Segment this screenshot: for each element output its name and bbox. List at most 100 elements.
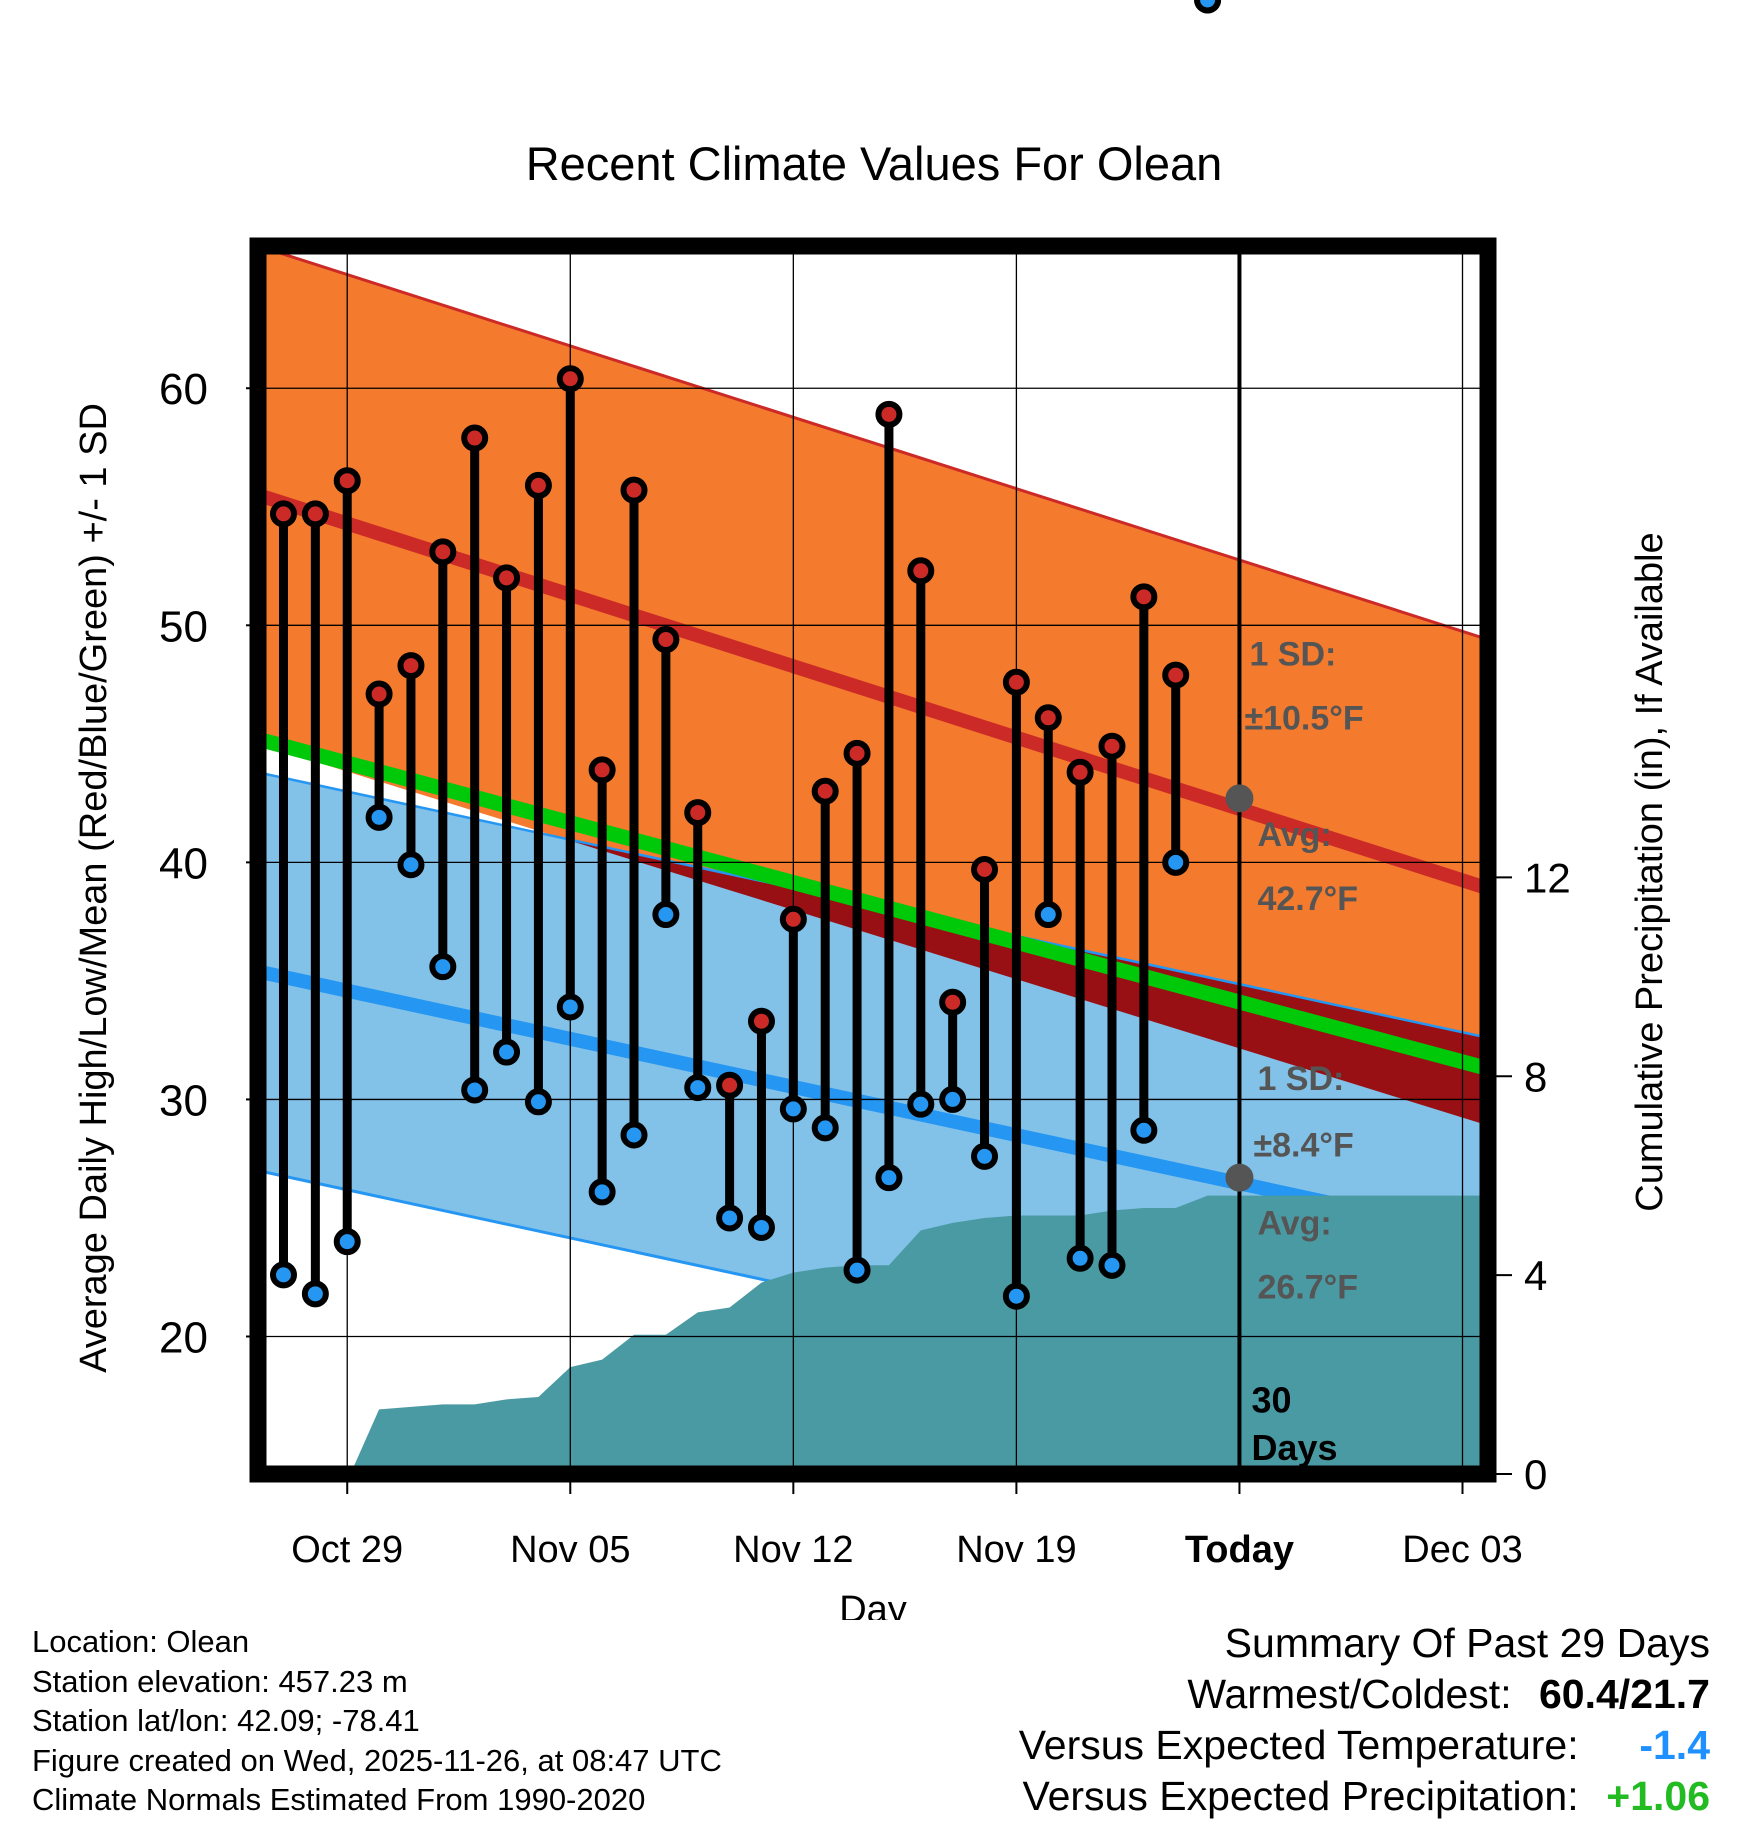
plot-frame (249, 237, 1497, 1483)
high-avg-marker (1225, 784, 1254, 813)
y-tick-label: 30 (159, 1076, 208, 1125)
y-tick-label: 50 (159, 602, 208, 651)
daily-high-point (1034, 704, 1062, 732)
daily-low-point (875, 1164, 903, 1192)
daily-low-point (1034, 901, 1062, 929)
y2-tick-label: 8 (1524, 1053, 1547, 1100)
daily-high-point (971, 855, 999, 883)
daily-high-point (397, 652, 425, 680)
daily-low-point (747, 1213, 775, 1241)
y2-axis-label: Cumulative Precipitation (in), If Availa… (1629, 532, 1671, 1211)
daily-high-point (1130, 583, 1158, 611)
daily-low-point (365, 803, 393, 831)
temp-departure-value: -1.4 (1639, 1722, 1710, 1768)
daily-high-point (588, 756, 616, 784)
daily-low-point (461, 1076, 489, 1104)
days-count-unit: Days (1251, 1427, 1337, 1468)
low-sd-label: 1 SD: (1257, 1060, 1344, 1098)
low-avg-label: Avg: (1257, 1205, 1331, 1243)
daily-high-point (843, 739, 871, 767)
daily-low-point (556, 993, 584, 1021)
summary-temp: Versus Expected Temperature: -1.4 (1019, 1720, 1710, 1771)
daily-high-point (684, 799, 712, 827)
low-avg-marker (1225, 1163, 1254, 1192)
daily-low-point (1194, 0, 1222, 14)
daily-high-point (875, 400, 903, 428)
daily-low-point (779, 1095, 807, 1123)
daily-low-point (301, 1280, 329, 1308)
daily-high-point (365, 680, 393, 708)
daily-high-point (779, 905, 807, 933)
climate-chart: Recent Climate Values For Olean 1 SD: ±10… (73, 0, 1671, 1620)
daily-high-point (301, 500, 329, 528)
daily-low-point (1066, 1244, 1094, 1272)
daily-high-point (811, 777, 839, 805)
x-tick-label: Today (1185, 1529, 1294, 1571)
y2-tick-label: 0 (1524, 1451, 1547, 1498)
precip-label: Versus Expected Precipitation: (1022, 1773, 1579, 1819)
y2-tick-label: 4 (1524, 1252, 1547, 1299)
normal-mean-line (258, 731, 1488, 1076)
daily-low-point (652, 901, 680, 929)
daily-low-point (811, 1114, 839, 1142)
high-sd-upper-line (258, 246, 1488, 641)
daily-high-point (429, 538, 457, 566)
created-text: Figure created on Wed, 2025-11-26, at 08… (32, 1742, 722, 1778)
x-tick-label: Nov 19 (956, 1529, 1076, 1571)
daily-low-point (1002, 1282, 1030, 1310)
y-tick-label: 20 (159, 1314, 208, 1363)
daily-high-point (652, 626, 680, 654)
summary-precip: Versus Expected Precipitation: +1.06 (1019, 1771, 1711, 1822)
daily-low-point (269, 1261, 297, 1289)
precip-area (258, 1195, 1488, 1474)
summary-warmest-coldest: Warmest/Coldest: 60.4/21.7 (1019, 1669, 1710, 1720)
daily-high-point (1162, 661, 1190, 689)
daily-low-point (971, 1142, 999, 1170)
daily-low-point (684, 1074, 712, 1102)
x-axis-label: Day (839, 1589, 907, 1620)
daily-high-point (939, 988, 967, 1016)
daily-low-point (716, 1204, 744, 1232)
daily-high-point (1098, 732, 1126, 760)
normals-text: Climate Normals Estimated From 1990-2020 (32, 1782, 646, 1817)
x-tick-label: Nov 05 (510, 1529, 630, 1571)
daily-low-point (1098, 1251, 1126, 1279)
y-tick-label: 40 (159, 839, 208, 888)
daily-low-point (524, 1088, 552, 1116)
daily-high-point (493, 564, 521, 592)
daily-low-point (429, 953, 457, 981)
daily-low-point (588, 1178, 616, 1206)
summary-panel: Summary Of Past 29 Days Warmest/Coldest:… (1019, 1618, 1710, 1822)
daily-low-point (1162, 848, 1190, 876)
daily-high-point (556, 365, 584, 393)
y2-tick-label: 12 (1524, 854, 1571, 901)
daily-low-point (397, 851, 425, 879)
low-avg-value: 26.7°F (1257, 1269, 1358, 1307)
high-sd-value: ±10.5°F (1244, 700, 1363, 738)
station-info: Location: Olean Station elevation: 457.2… (32, 1622, 722, 1820)
days-count-label: 30 (1251, 1379, 1291, 1420)
daily-low-point (939, 1085, 967, 1113)
daily-low-point (493, 1038, 521, 1066)
high-avg-value: 42.7°F (1257, 880, 1358, 918)
daily-high-point (461, 424, 489, 452)
precip-departure-value: +1.06 (1606, 1773, 1710, 1819)
daily-high-point (907, 557, 935, 585)
x-tick-label: Dec 03 (1402, 1529, 1522, 1571)
daily-high-point (620, 476, 648, 504)
low-sd-value: ±8.4°F (1253, 1126, 1353, 1164)
y-tick-label: 60 (159, 365, 208, 414)
daily-low-point (843, 1256, 871, 1284)
x-tick-label: Nov 12 (733, 1529, 853, 1571)
elevation-text: Station elevation: 457.23 m (32, 1663, 408, 1699)
daily-high-point (269, 500, 297, 528)
warmest-coldest-label: Warmest/Coldest: (1187, 1671, 1512, 1717)
daily-high-point (1002, 668, 1030, 696)
warmest-coldest-value: 60.4/21.7 (1539, 1671, 1710, 1717)
normal-low-line (258, 964, 1488, 1244)
daily-high-point (716, 1071, 744, 1099)
x-tick-label: Oct 29 (291, 1529, 403, 1571)
high-avg-label: Avg: (1257, 816, 1331, 854)
daily-high-point (524, 471, 552, 499)
y-axis-label: Average Daily High/Low/Mean (Red/Blue/Gr… (73, 403, 115, 1373)
